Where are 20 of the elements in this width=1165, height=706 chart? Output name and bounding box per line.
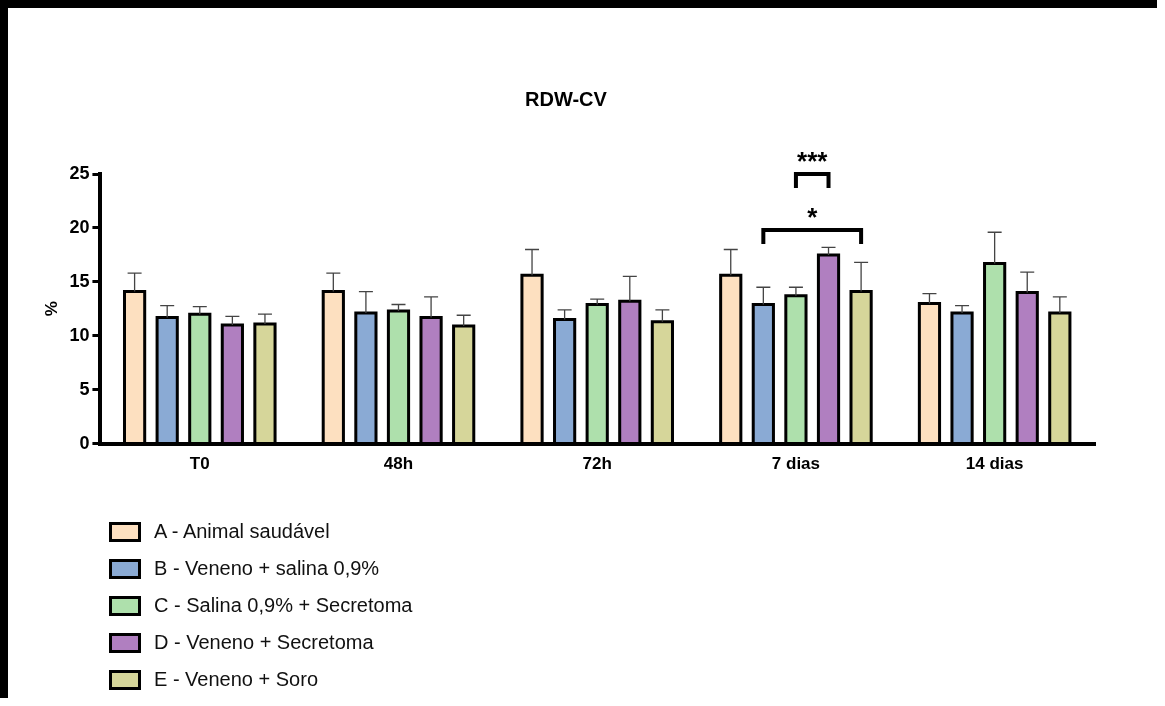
- x-tick-label: 48h: [383, 454, 414, 474]
- annotation: *: [807, 202, 819, 233]
- legend-label: A - Animal saudável: [154, 520, 330, 543]
- x-tick-label: T0: [189, 454, 210, 474]
- annotation: ***: [797, 146, 829, 176]
- legend-label: B - Veneno + salina 0,9%: [154, 557, 380, 580]
- y-tick-label: 20: [69, 216, 90, 237]
- x-tick-label: 14 dias: [965, 454, 1024, 474]
- chart-title: RDW-CV: [525, 87, 608, 110]
- y-tick-label: 10: [69, 324, 90, 345]
- y-axis-title: %: [41, 301, 61, 317]
- y-tick-label: 15: [69, 270, 90, 291]
- y-tick-label: 0: [79, 432, 90, 453]
- y-tick-label: 25: [69, 162, 90, 183]
- legend-label: D - Veneno + Secretoma: [154, 631, 374, 654]
- legend-label: E - Veneno + Soro: [154, 668, 319, 691]
- x-tick-label: 7 dias: [771, 454, 821, 474]
- legend-label: C - Salina 0,9% + Secretoma: [154, 594, 413, 617]
- y-tick-label: 5: [79, 378, 90, 399]
- x-tick-label: 72h: [582, 454, 612, 474]
